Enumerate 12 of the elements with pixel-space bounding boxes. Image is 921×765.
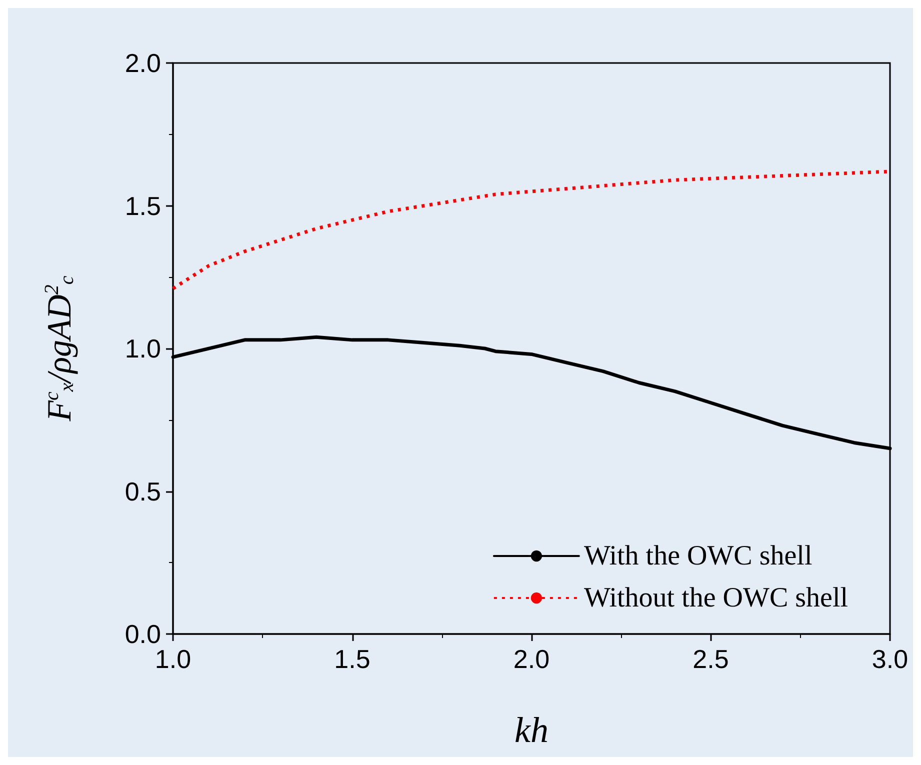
legend-label: Without the OWC shell — [584, 582, 848, 614]
y-tick-label: 0.5 — [124, 476, 161, 506]
y-axis-title: Fcx/ρgAD2c — [41, 276, 78, 422]
x-tick-label: 2.5 — [692, 644, 729, 674]
y-tick-label: 1.0 — [124, 334, 161, 364]
y-tick-label: 1.5 — [124, 190, 161, 221]
x-tick-label: 1.5 — [334, 644, 370, 674]
x-tick-label: 2.0 — [513, 644, 550, 674]
y-tick-label: 2.0 — [124, 48, 161, 78]
x-axis-title: kh — [514, 710, 548, 750]
legend-label: With the OWC shell — [584, 540, 812, 572]
x-tick-label: 3.0 — [872, 644, 908, 674]
